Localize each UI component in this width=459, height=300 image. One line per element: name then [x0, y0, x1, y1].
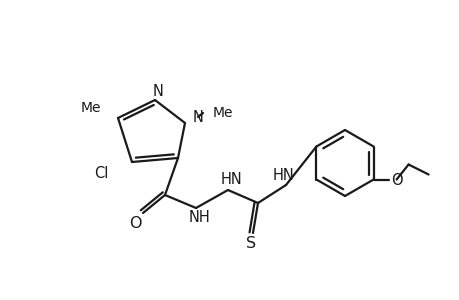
Text: HN: HN [273, 167, 294, 182]
Text: NH: NH [189, 211, 210, 226]
Text: O: O [390, 173, 402, 188]
Text: N: N [192, 110, 203, 124]
Text: O: O [129, 215, 141, 230]
Text: S: S [246, 236, 256, 251]
Text: Me: Me [213, 106, 233, 120]
Text: Me: Me [80, 101, 101, 115]
Text: HN: HN [221, 172, 242, 188]
Text: Cl: Cl [95, 167, 109, 182]
Text: N: N [152, 85, 163, 100]
